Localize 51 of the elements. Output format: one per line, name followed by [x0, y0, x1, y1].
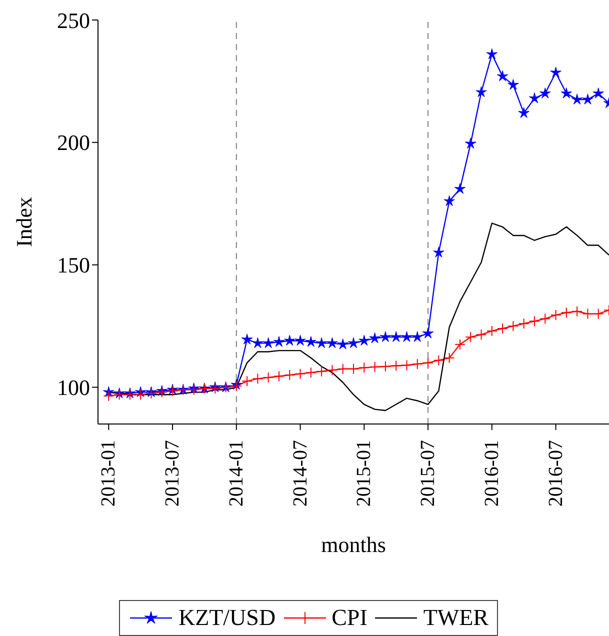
x-tick-label: 2013-07 [162, 440, 184, 507]
x-tick-label: 2014-01 [225, 440, 248, 507]
y-tick-label: 100 [57, 375, 90, 400]
point [401, 331, 412, 342]
point [242, 334, 253, 344]
point [476, 86, 487, 97]
point [465, 138, 476, 148]
point [592, 88, 604, 98]
point [572, 94, 583, 104]
point [560, 88, 572, 98]
point [337, 338, 348, 350]
y-axis-title: Index [12, 196, 36, 248]
point [326, 337, 338, 348]
point [390, 331, 402, 342]
point [369, 332, 380, 344]
point [486, 48, 498, 60]
point [284, 334, 296, 346]
x-axis-title: months [321, 532, 386, 557]
point [540, 88, 551, 98]
y-tick-label: 150 [57, 252, 90, 278]
point [454, 183, 466, 194]
legend-label: KZT/USD [178, 605, 276, 631]
point [528, 92, 540, 104]
point [316, 337, 328, 348]
x-tick-label: 2016-07 [544, 440, 567, 507]
point [422, 328, 434, 338]
point [262, 337, 274, 348]
point [433, 246, 444, 258]
point [550, 66, 562, 78]
x-tick-label: 2014-07 [289, 440, 312, 507]
x-tick-label: 2013-01 [98, 440, 120, 507]
point [305, 336, 316, 347]
point [497, 70, 508, 82]
point [294, 334, 306, 346]
legend-label: CPI [332, 605, 368, 631]
point [348, 337, 360, 348]
point [518, 107, 530, 118]
x-tick-label: 2015-07 [417, 440, 440, 507]
point [508, 79, 519, 90]
point [412, 331, 423, 342]
x-tick-label: 2015-01 [353, 440, 376, 507]
point [358, 334, 370, 346]
y-tick-label: 200 [57, 130, 90, 156]
x-tick-label: 2016-01 [480, 440, 503, 507]
point [444, 195, 455, 206]
y-tick-label: 250 [57, 8, 90, 33]
point [582, 94, 594, 104]
point [273, 336, 285, 347]
point [380, 331, 391, 342]
point [252, 337, 264, 348]
legend-label: TWER [423, 605, 489, 631]
